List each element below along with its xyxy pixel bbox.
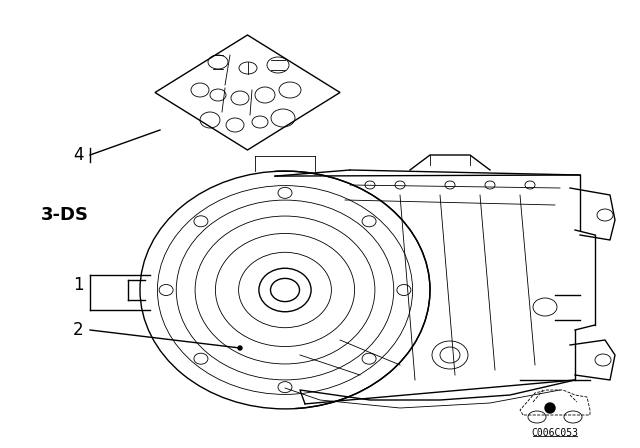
Circle shape	[238, 346, 242, 350]
Text: 1: 1	[73, 276, 83, 294]
Text: 3-DS: 3-DS	[41, 206, 89, 224]
Text: 4: 4	[73, 146, 83, 164]
Circle shape	[545, 403, 555, 413]
Text: 2: 2	[73, 321, 83, 339]
Text: C006C053: C006C053	[531, 428, 579, 438]
